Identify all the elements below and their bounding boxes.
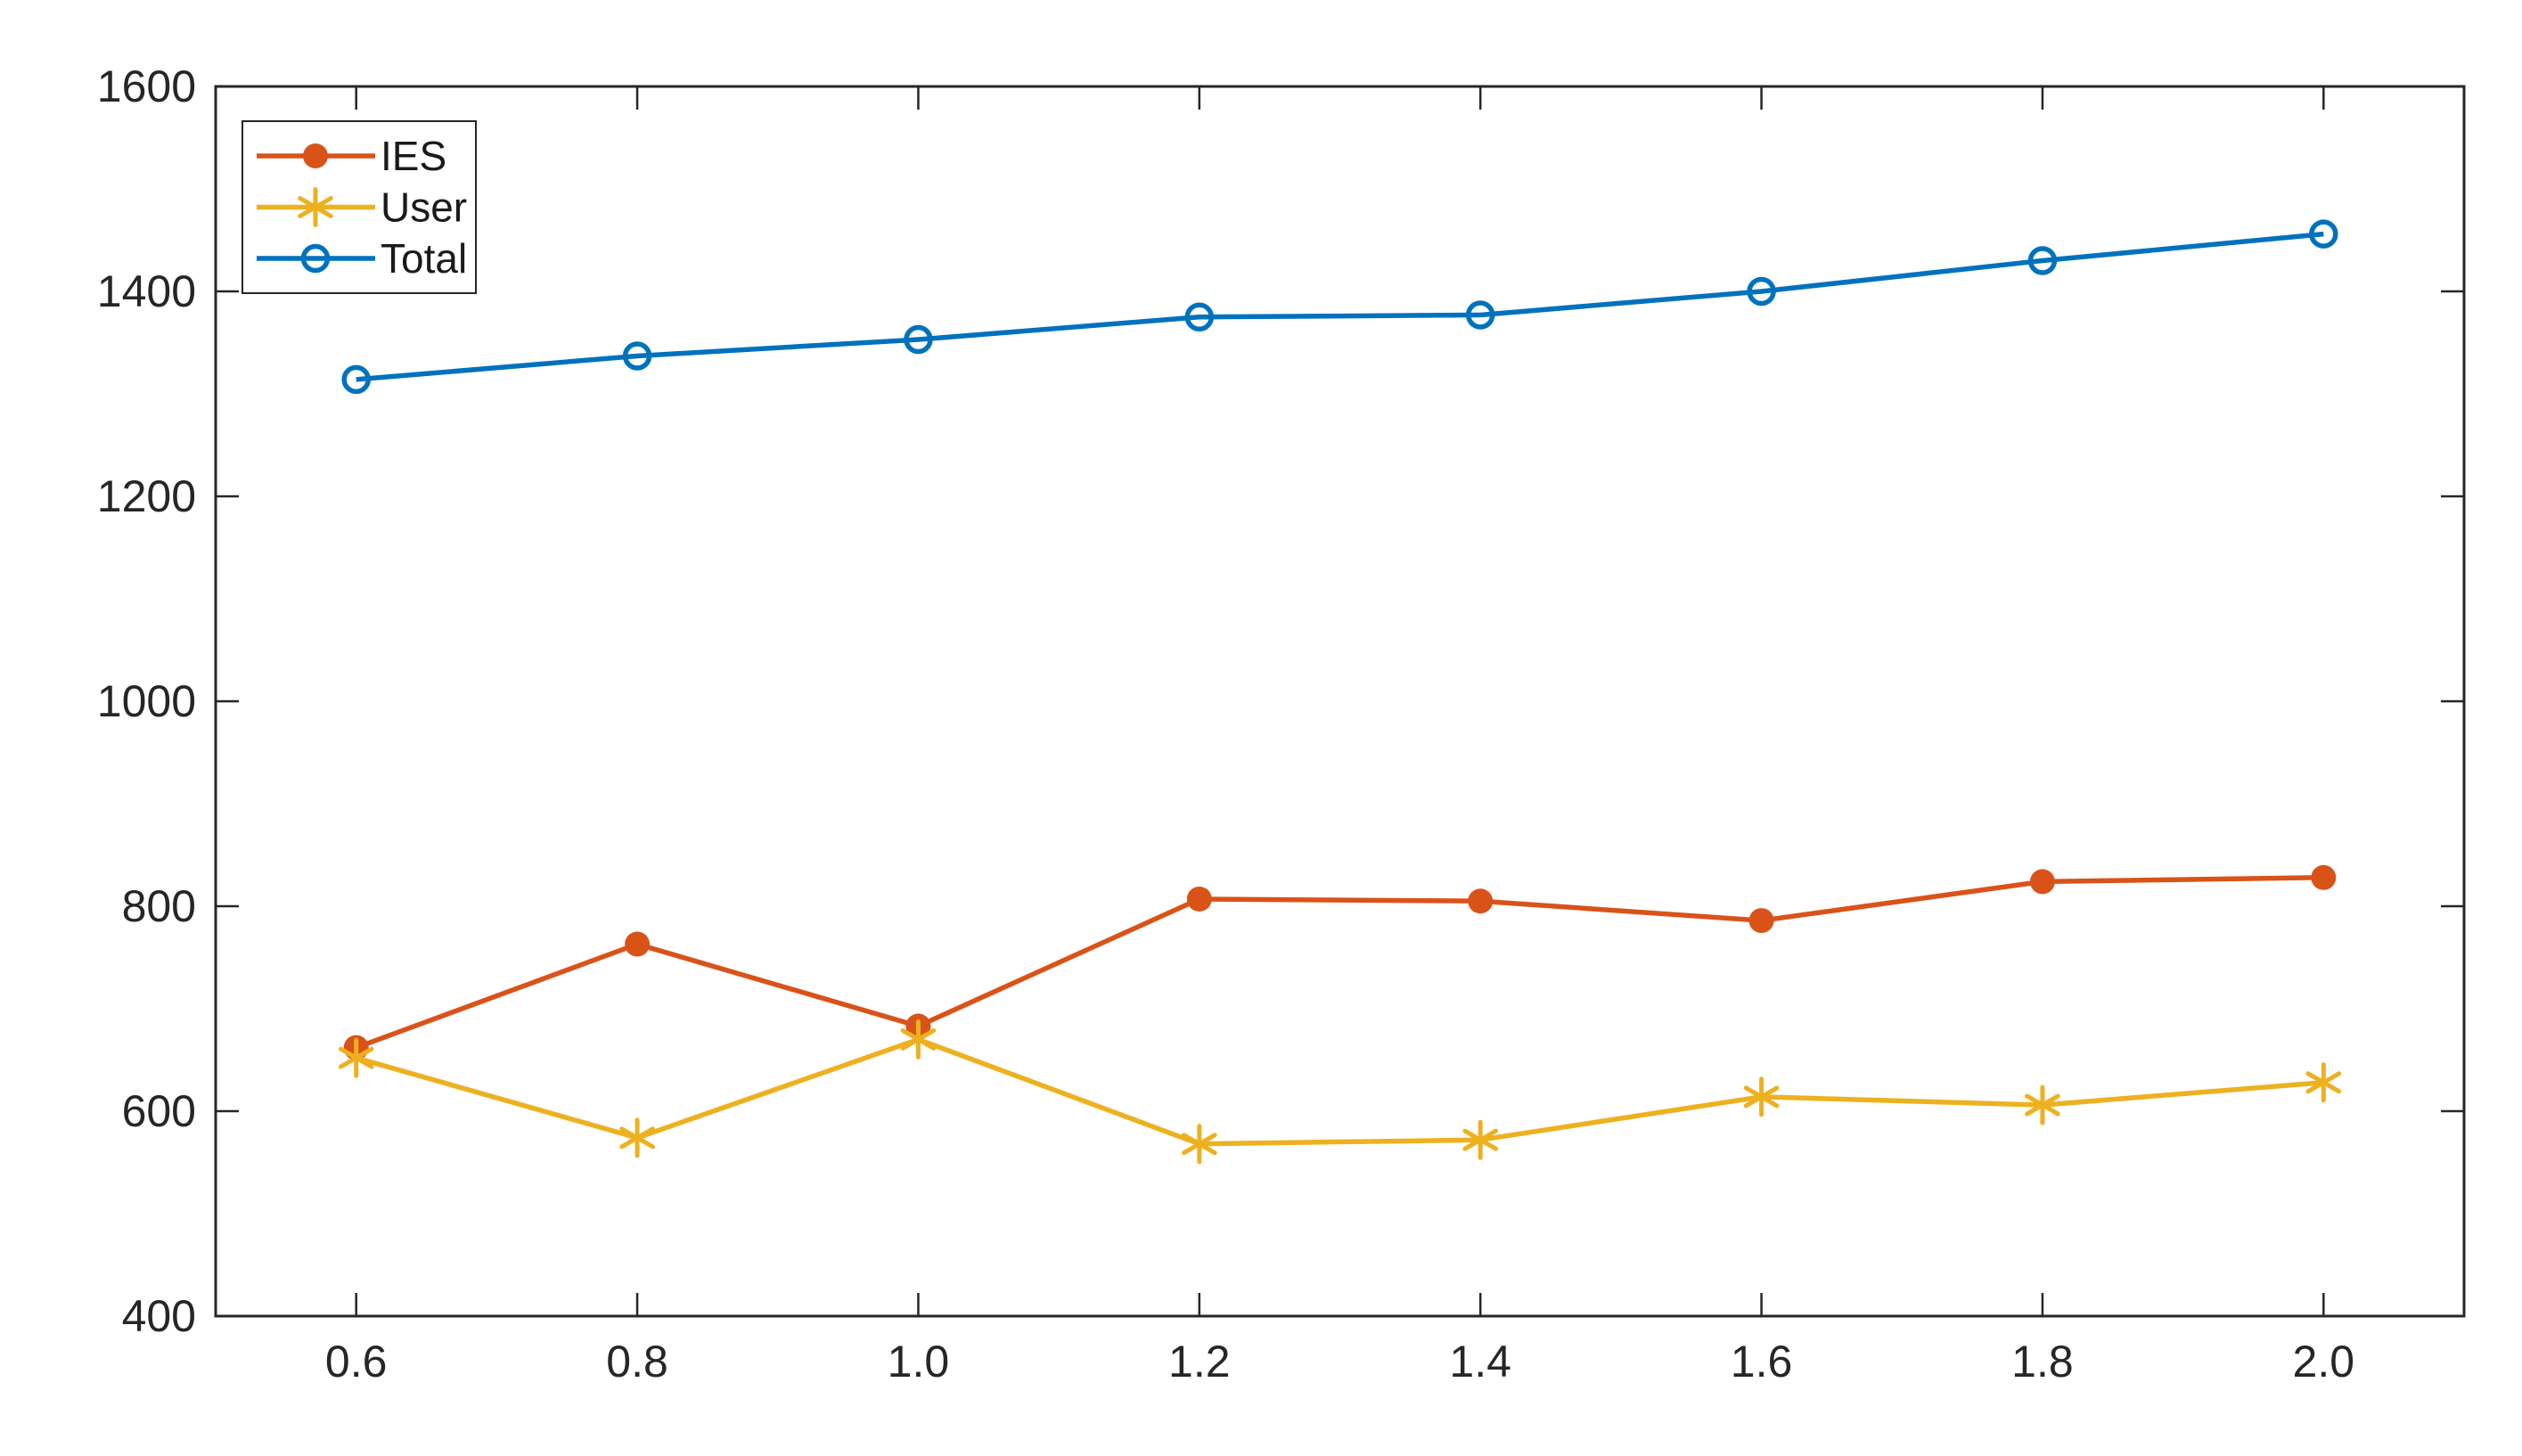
x-tick-label: 1.4 bbox=[1449, 1337, 1511, 1386]
series-ies bbox=[343, 864, 2337, 1060]
marker-total bbox=[341, 364, 371, 395]
legend-label-ies: IES bbox=[381, 133, 446, 179]
x-tick-label: 1.8 bbox=[2011, 1337, 2074, 1386]
asterisk-arm bbox=[298, 196, 333, 218]
series-user bbox=[338, 1019, 2342, 1165]
series-line-ies bbox=[355, 875, 2324, 1051]
x-tick-label: 1.2 bbox=[1168, 1337, 1231, 1386]
marker-total bbox=[2309, 219, 2338, 249]
marker-ies bbox=[2311, 864, 2337, 890]
marker-user bbox=[338, 1037, 374, 1078]
marker-user bbox=[619, 1117, 655, 1158]
marker-total bbox=[1184, 302, 1215, 331]
marker-total bbox=[622, 341, 652, 371]
legend-entry-total: Total bbox=[257, 235, 467, 282]
asterisk-arm bbox=[900, 1028, 937, 1051]
marker-ies bbox=[625, 931, 651, 957]
x-tick-label: 1.6 bbox=[1731, 1337, 1793, 1386]
legend-marker-ies bbox=[303, 143, 328, 168]
marker-user bbox=[900, 1019, 937, 1059]
legend-entry-ies: IES bbox=[257, 133, 446, 179]
marker-total bbox=[1465, 300, 1495, 330]
y-tick-label: 1000 bbox=[97, 676, 196, 726]
marker-total bbox=[1747, 276, 1776, 307]
asterisk-arm bbox=[2025, 1093, 2060, 1117]
marker-ies bbox=[1748, 908, 1774, 934]
legend-label-user: User bbox=[381, 184, 467, 231]
tick-label-layer: 0.6 0.8 1.0 1.2 1.4 1.6 1.8 2.0 400 600 800 1000 120… bbox=[97, 61, 2354, 1386]
y-tick-label: 1200 bbox=[97, 471, 196, 521]
asterisk-arm bbox=[1181, 1133, 1217, 1156]
marker-user bbox=[1743, 1076, 1780, 1117]
legend-marker-user bbox=[298, 187, 333, 227]
marker-total bbox=[904, 324, 933, 355]
series-total bbox=[341, 219, 2338, 395]
asterisk-arm bbox=[338, 1046, 374, 1069]
asterisk-arm bbox=[1743, 1085, 1780, 1108]
series-line-total bbox=[356, 231, 2324, 382]
series-layer bbox=[338, 219, 2342, 1165]
legend-label-total: Total bbox=[381, 235, 467, 282]
marker-ies bbox=[2029, 869, 2055, 895]
x-tick-label: 0.6 bbox=[325, 1337, 388, 1386]
y-tick-label: 800 bbox=[122, 881, 196, 931]
y-tick-label: 1600 bbox=[97, 61, 196, 111]
x-tick-label: 2.0 bbox=[2293, 1337, 2355, 1386]
legend-marker-total bbox=[300, 243, 331, 274]
asterisk-arm bbox=[1462, 1128, 1499, 1151]
y-tick-label: 600 bbox=[122, 1086, 196, 1136]
x-tick-label: 0.8 bbox=[606, 1337, 668, 1386]
asterisk-arm bbox=[2305, 1071, 2342, 1094]
marker-user bbox=[1181, 1124, 1217, 1165]
marker-total bbox=[2027, 246, 2058, 275]
marker-ies bbox=[1468, 888, 1494, 914]
legend-entry-user: User bbox=[257, 184, 467, 231]
y-tick-label: 1400 bbox=[97, 266, 196, 316]
axes-box bbox=[214, 85, 2466, 1318]
marker-ies bbox=[1186, 886, 1212, 912]
marker-user bbox=[2025, 1084, 2060, 1125]
x-tick-label: 1.0 bbox=[888, 1337, 950, 1386]
y-tick-label: 400 bbox=[122, 1291, 196, 1341]
series-line-user bbox=[355, 1036, 2324, 1147]
marker-user bbox=[1462, 1119, 1499, 1160]
asterisk-arm bbox=[619, 1126, 655, 1149]
axes-layer bbox=[214, 85, 2466, 1318]
marker-user bbox=[2305, 1062, 2342, 1103]
